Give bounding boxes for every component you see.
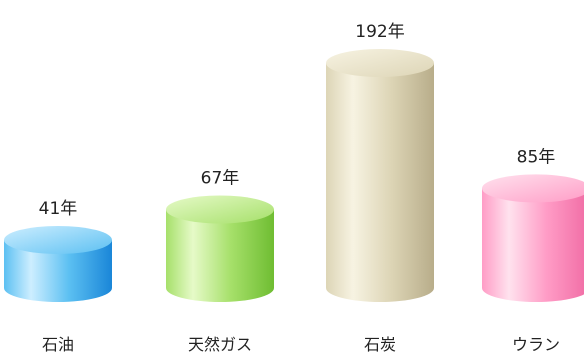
value-label-coal: 192年 [355, 22, 404, 42]
value-label-uranium: 85年 [517, 147, 556, 167]
bar-gas-top [166, 195, 274, 224]
bar-uranium-side [482, 188, 584, 302]
category-label-coal: 石炭 [364, 335, 396, 354]
category-label-oil: 石油 [42, 335, 74, 354]
value-label-oil: 41年 [39, 199, 78, 219]
bar-oil-side [4, 239, 112, 302]
value-label-gas: 67年 [201, 168, 240, 188]
category-label-gas: 天然ガス [188, 335, 252, 354]
category-labels-group: 石油 天然ガス 石炭 ウラン [42, 335, 560, 354]
bar-coal-side [326, 63, 434, 302]
bar-uranium-top [482, 174, 584, 203]
bar-gas-side [166, 209, 274, 302]
bar-coal-top [326, 49, 434, 77]
category-label-uranium: ウラン [512, 335, 560, 354]
value-labels-group: 41年 67年 192年 85年 [39, 22, 556, 219]
bars-group [4, 49, 584, 302]
bar-oil-top [4, 225, 112, 254]
